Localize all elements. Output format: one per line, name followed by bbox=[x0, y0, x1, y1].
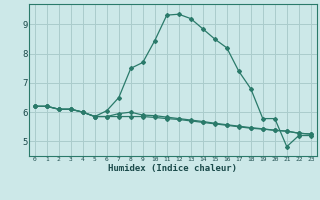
X-axis label: Humidex (Indice chaleur): Humidex (Indice chaleur) bbox=[108, 164, 237, 173]
